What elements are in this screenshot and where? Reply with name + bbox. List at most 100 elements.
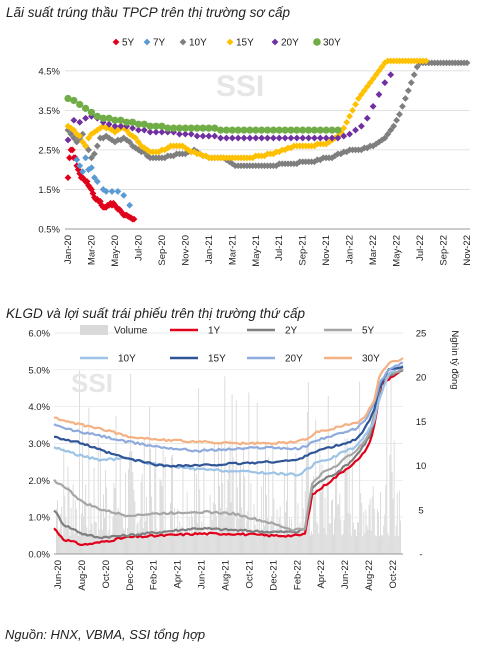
chart2-title: KLGD và lợi suất trái phiếu trên thị trư… [6,306,306,321]
y-tick-label: 1.5% [38,185,60,196]
volume-bar [168,536,170,554]
volume-bar [217,534,218,554]
y-tick-label: 0.5% [38,225,60,236]
volume-bar [91,523,93,554]
volume-bar [248,392,250,554]
volume-bar [114,488,116,554]
volume-bar [100,510,102,554]
volume-bar [115,416,117,554]
point-5Y [110,199,117,207]
point-5Y [71,154,79,162]
volume-bar [396,492,398,554]
legend-marker [271,38,279,46]
x-tick-label: Mar-22 [368,235,379,265]
volume-bar [380,492,381,554]
point-5Y [93,195,101,203]
point-5Y [96,197,104,205]
x-tick-label: Jun-22 [340,560,351,589]
volume-bar [311,531,312,554]
volume-bar [140,482,142,554]
point-20Y [99,118,107,126]
legend-label: 15Y [236,38,254,49]
point-10Y [228,160,236,168]
volume-bar [215,515,217,554]
x-tick-label: Oct-20 [101,560,112,589]
volume-bar [384,514,386,554]
point-30Y [216,126,225,134]
volume-bar [186,491,188,554]
volume-bar [336,472,338,554]
volume-bar [206,532,208,554]
point-15Y [378,63,386,71]
volume-bar [62,535,64,554]
point-10Y [91,150,98,158]
point-7Y [82,154,90,162]
volume-bar [167,535,169,554]
point-30Y [158,122,166,130]
point-10Y [390,122,398,130]
volume-bar [333,534,334,554]
volume-bar [159,478,161,554]
volume-bar [148,535,149,554]
point-15Y [99,122,107,130]
legend-label: 20Y [281,38,299,49]
x-tick-label: Aug-22 [364,560,375,591]
volume-bar [228,465,230,554]
point-20Y [228,134,236,142]
point-5Y [113,203,120,211]
point-15Y [422,57,430,65]
volume-bar [171,457,172,554]
volume-bar [209,494,211,554]
point-10Y [413,63,421,71]
point-10Y [393,116,400,124]
volume-bar [358,522,360,554]
volume-bar [305,445,307,554]
volume-bar [110,535,112,554]
legend-marker [179,38,187,46]
point-30Y [93,112,101,120]
volume-bar [383,525,385,554]
point-10Y [129,142,136,150]
point-20Y [287,134,295,142]
series-line-2Y [53,369,404,540]
volume-bar [274,535,276,554]
point-10Y [404,87,412,94]
volume-bar [356,536,357,554]
volume-bar [261,530,263,554]
x-tick-label: Apr-21 [173,560,184,589]
volume-bar [198,388,200,554]
point-30Y [263,126,272,134]
volume-bar [180,530,182,554]
point-7Y [76,162,84,170]
volume-bar [70,507,72,554]
volume-bar [300,530,302,554]
legend-label: Volume [114,326,148,337]
volume-bar [123,529,125,554]
volume-bar [321,464,323,554]
point-15Y [73,130,81,138]
point-20Y [105,120,113,128]
point-10Y [181,150,189,158]
point-20Y [240,134,248,142]
volume-bar [205,535,207,554]
volume-bar [162,449,164,554]
point-30Y [146,122,154,130]
point-20Y [117,122,125,130]
x-tick-label: Jun-21 [197,560,208,589]
x-tick-label: Feb-22 [292,560,303,590]
point-30Y [99,114,107,122]
point-7Y [88,164,95,172]
point-20Y [387,71,395,79]
volume-bar [279,506,281,554]
volume-bar [395,525,397,554]
point-10Y [170,152,178,160]
volume-bar [253,504,255,554]
volume-bar [282,535,284,554]
point-15Y [143,146,151,154]
volume-bar [264,525,265,554]
point-15Y [85,134,92,142]
y-tick-label: 4.0% [28,402,50,413]
volume-bar [69,535,71,554]
point-30Y [240,126,248,134]
volume-bar [320,492,322,554]
